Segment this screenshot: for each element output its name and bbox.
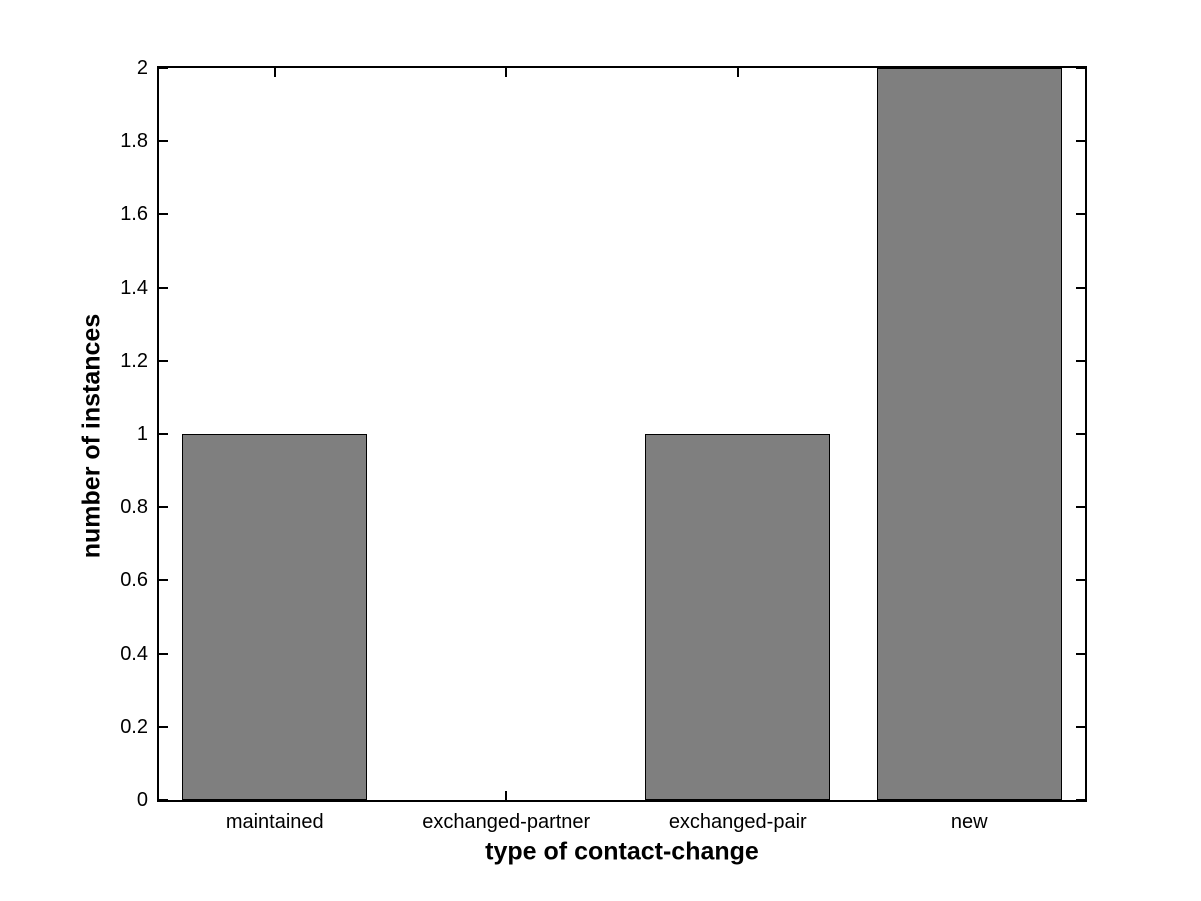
- x-tick-label: maintained: [225, 811, 324, 833]
- y-axis-label: number of instances: [77, 313, 106, 559]
- y-tick-label: 1.8: [120, 130, 148, 153]
- y-tick-mark-right: [1076, 579, 1085, 582]
- plot-area: [157, 66, 1087, 802]
- y-tick-mark-right: [1076, 286, 1085, 289]
- y-tick-label: 0.2: [120, 715, 148, 738]
- bar-exchanged-pair: [645, 434, 831, 800]
- x-tick-label: new: [950, 811, 988, 833]
- y-tick-label: 1.2: [120, 349, 148, 372]
- y-tick-mark-left: [159, 67, 168, 69]
- x-tick-mark-top: [273, 68, 276, 77]
- y-tick-mark-right: [1076, 506, 1085, 509]
- y-tick-label: 0.8: [120, 496, 148, 519]
- y-tick-mark-right: [1076, 359, 1085, 362]
- y-tick-mark-left: [159, 433, 168, 435]
- y-tick-mark-right: [1076, 140, 1085, 143]
- x-axis-label: type of contact-change: [485, 837, 759, 866]
- y-tick-label: 1.6: [120, 203, 148, 226]
- y-tick-mark-left: [159, 359, 168, 362]
- y-tick-mark-left: [159, 140, 168, 143]
- bar-new: [876, 68, 1062, 800]
- y-tick-label: 0: [136, 789, 148, 811]
- y-tick-label: 1.4: [120, 276, 148, 299]
- y-tick-mark-right: [1076, 213, 1085, 216]
- y-tick-mark-left: [159, 506, 168, 509]
- bar-maintained: [182, 434, 368, 800]
- y-tick-mark-right: [1076, 725, 1085, 728]
- y-tick-mark-right: [1076, 652, 1085, 655]
- y-tick-mark-right: [1076, 799, 1085, 801]
- x-tick-label: exchanged-partner: [422, 811, 591, 833]
- y-tick-mark-left: [159, 799, 168, 801]
- y-tick-mark-right: [1076, 67, 1085, 69]
- y-tick-mark-right: [1076, 433, 1085, 435]
- x-tick-mark-top: [736, 68, 739, 77]
- y-tick-label: 0.4: [120, 642, 148, 665]
- y-tick-label: 1: [136, 423, 148, 445]
- x-tick-mark-top: [505, 68, 508, 77]
- y-tick-mark-left: [159, 286, 168, 289]
- x-tick-label: exchanged-pair: [668, 811, 807, 833]
- y-tick-mark-left: [159, 652, 168, 655]
- y-tick-mark-left: [159, 725, 168, 728]
- y-tick-label: 0.6: [120, 569, 148, 592]
- y-tick-label: 2: [136, 57, 148, 79]
- y-tick-mark-left: [159, 579, 168, 582]
- y-tick-mark-left: [159, 213, 168, 216]
- x-tick-mark-bottom: [505, 791, 508, 800]
